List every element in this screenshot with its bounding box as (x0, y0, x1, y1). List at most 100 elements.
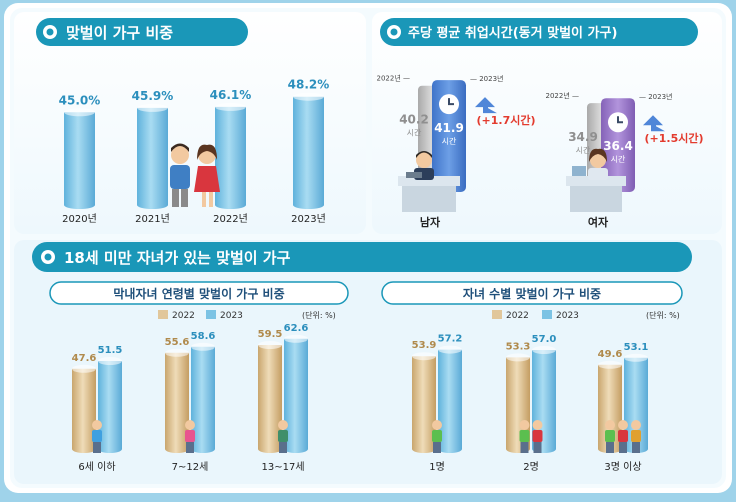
bar-2023-top (191, 342, 215, 351)
data-label: 45.0% (59, 93, 101, 107)
child-icon (619, 442, 627, 453)
axis-label-male: 남자 (420, 215, 441, 229)
bar-2022 (412, 356, 436, 453)
subtitle-text: 자녀 수별 맞벌이 가구 비중 (463, 286, 601, 301)
child-icon (532, 430, 543, 442)
bar-2023 (624, 357, 648, 453)
data-label-2023: 62.6 (284, 323, 309, 334)
data-label-2023: 51.5 (98, 345, 123, 356)
child-icon (279, 442, 287, 453)
tick-label: 7~12세 (172, 461, 209, 473)
data-label-2023: 57.0 (532, 334, 557, 345)
year-label-2022: 2022년 — (377, 74, 410, 83)
bar-dual-share-top (215, 102, 246, 111)
bar-dual-share-top (137, 103, 168, 112)
child-icon (278, 430, 288, 442)
child-icon (618, 430, 628, 442)
change-label: (+1.7시간) (477, 113, 536, 127)
legend-label-2022: 2022 (506, 311, 529, 321)
subtitle-text: 막내자녀 연령별 맞벌이 가구 비중 (113, 286, 284, 301)
bar-2023 (438, 349, 462, 453)
bar-dual-share (215, 106, 246, 209)
legend-label-2023: 2023 (556, 311, 579, 321)
child-icon (186, 442, 194, 453)
bar-2023 (191, 346, 215, 453)
unit-label: (단위: %) (302, 310, 336, 320)
child-icon (185, 420, 195, 430)
couple-icon (170, 143, 220, 207)
child-icon (605, 420, 615, 430)
bar-2023-top (438, 345, 462, 354)
worker-icon (398, 151, 460, 212)
child-icon (618, 420, 628, 430)
worker-icon (566, 148, 626, 212)
data-label-2022: 34.9 (568, 130, 598, 144)
legend-label-2023: 2023 (220, 311, 243, 321)
data-label-2022: 59.5 (258, 329, 283, 340)
tick-label: 2021년 (135, 213, 170, 225)
section-title-text: 맞벌이 가구 비중 (66, 24, 173, 42)
unit-label: (단위: %) (646, 310, 680, 320)
unit-label: 시간 (576, 145, 591, 155)
bar-2023-top (532, 346, 556, 354)
child-icon (433, 442, 441, 453)
bar-2022-top (165, 348, 189, 357)
bar-2022-top (412, 352, 436, 361)
legend-swatch-2023 (542, 310, 552, 319)
tick-label: 3명 이상 (604, 461, 641, 473)
bar-2022 (598, 364, 622, 453)
bar-2023 (98, 361, 122, 453)
tick-label: 6세 이하 (78, 460, 115, 473)
child-icon (631, 430, 641, 442)
data-label-2022: 53.9 (412, 340, 437, 351)
legend-right: 2022 2023 (단위: %) (492, 310, 680, 321)
bar-dual-share-top (293, 92, 324, 101)
data-label-2023: 53.1 (624, 342, 649, 353)
bar-2023-top (284, 334, 308, 343)
panel-dual-share (14, 12, 366, 234)
child-icon (92, 430, 102, 442)
section-title-children: 18세 미만 자녀가 있는 맞벌이 가구 (32, 242, 692, 272)
bar-dual-share (137, 107, 168, 209)
legend-label-2022: 2022 (172, 311, 195, 321)
child-icon (519, 420, 530, 430)
child-icon (632, 442, 640, 453)
data-label-2023: 36.4 (603, 139, 633, 153)
legend-swatch-2023 (206, 310, 216, 319)
up-arrow-icon (475, 97, 498, 114)
section-title-text: 18세 미만 자녀가 있는 맞벌이 가구 (64, 249, 291, 267)
year-label-2022: 2022년 — (546, 91, 579, 100)
child-icon (520, 442, 529, 453)
axis-label-female: 여자 (588, 215, 609, 229)
bar-2023-top (98, 357, 122, 365)
tick-label: 13~17세 (261, 461, 304, 473)
bar-2022 (165, 352, 189, 453)
bar-2022-top (598, 360, 622, 369)
child-icon (533, 442, 542, 453)
bar-2023 (284, 338, 308, 453)
child-icon (278, 420, 288, 430)
child-icon (605, 430, 615, 442)
data-label-2023: 41.9 (434, 121, 464, 135)
year-label-2023: — 2023년 (639, 92, 672, 101)
bar-2022 (258, 345, 282, 453)
child-icon (432, 420, 442, 430)
child-icon (185, 430, 195, 442)
unit-label: 시간 (611, 154, 626, 164)
data-label-2022: 40.2 (399, 113, 429, 127)
data-label-2022: 55.6 (165, 337, 190, 348)
data-label: 45.9% (132, 89, 174, 103)
bar-dual-share-top (64, 108, 95, 117)
child-icon (519, 430, 530, 442)
bar-2022-top (258, 341, 282, 349)
change-label: (+1.5시간) (645, 131, 704, 145)
bar-2022-top (72, 364, 96, 373)
bar-2022 (72, 368, 96, 453)
tick-label: 2023년 (291, 213, 326, 225)
svg-text:여자: 여자 (588, 215, 609, 229)
data-label-2023: 58.6 (191, 331, 216, 342)
svg-text:남자: 남자 (420, 215, 441, 229)
child-icon (631, 420, 641, 430)
